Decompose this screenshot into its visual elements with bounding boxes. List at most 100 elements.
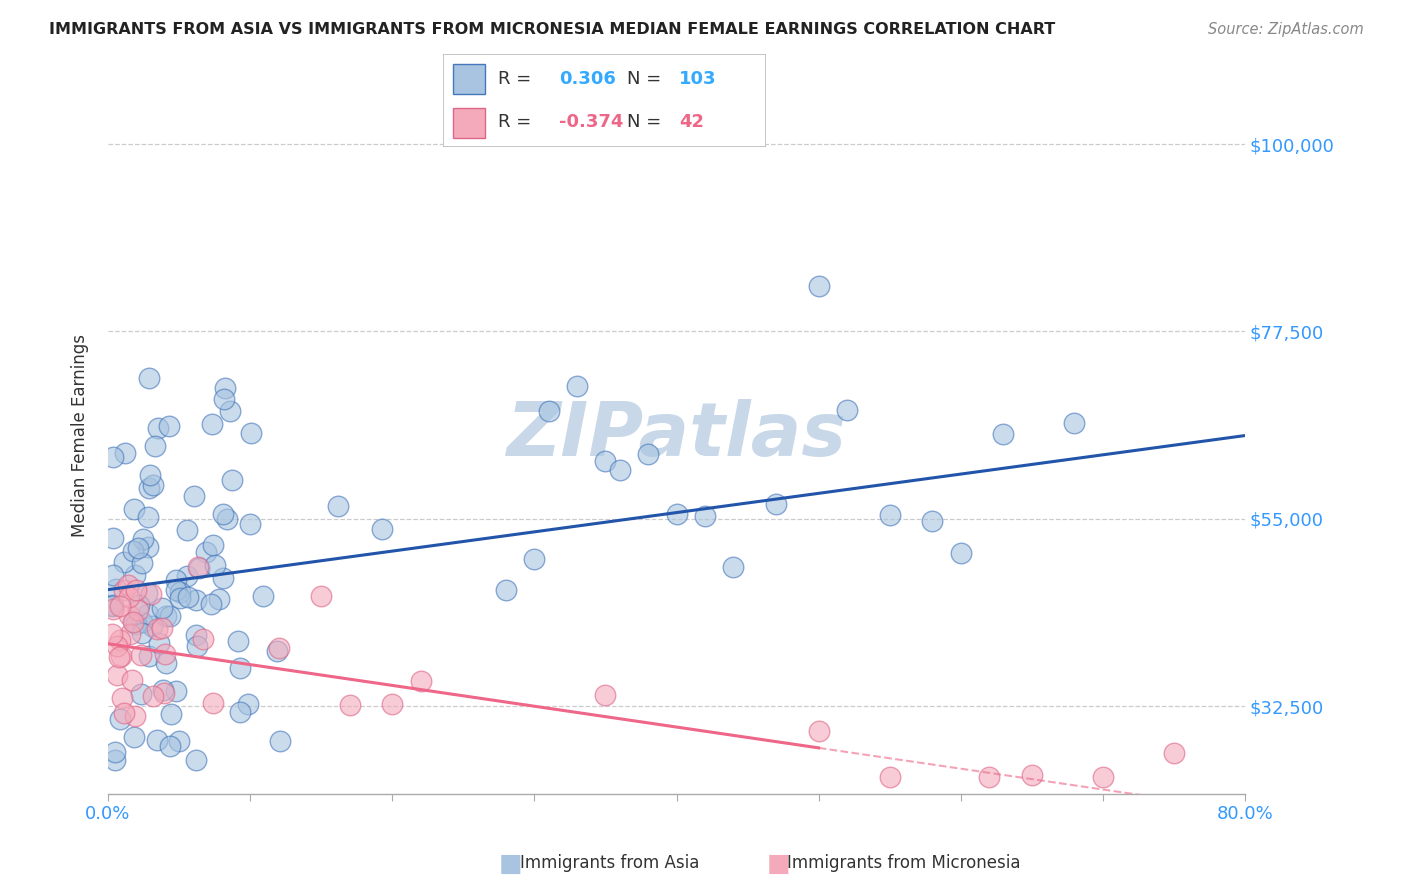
- Point: [121, 673, 143, 687]
- Point: [104, 753, 127, 767]
- Point: [108, 649, 131, 664]
- Point: [142, 689, 165, 703]
- Point: [131, 626, 153, 640]
- Text: R =: R =: [498, 70, 531, 87]
- Point: [201, 538, 224, 552]
- Point: [176, 569, 198, 583]
- Point: [229, 661, 252, 675]
- Point: [145, 732, 167, 747]
- Point: [169, 585, 191, 599]
- Bar: [453, 108, 485, 138]
- Point: [269, 734, 291, 748]
- Point: [128, 598, 150, 612]
- Point: [136, 540, 159, 554]
- Point: [138, 371, 160, 385]
- Point: [979, 770, 1001, 784]
- Point: [122, 615, 145, 629]
- Point: [131, 557, 153, 571]
- Point: [118, 626, 141, 640]
- Point: [202, 696, 225, 710]
- Point: [879, 508, 901, 522]
- Point: [152, 683, 174, 698]
- Text: IMMIGRANTS FROM ASIA VS IMMIGRANTS FROM MICRONESIA MEDIAN FEMALE EARNINGS CORREL: IMMIGRANTS FROM ASIA VS IMMIGRANTS FROM …: [49, 22, 1056, 37]
- Text: Source: ZipAtlas.com: Source: ZipAtlas.com: [1208, 22, 1364, 37]
- Point: [112, 706, 135, 721]
- Text: 42: 42: [679, 113, 704, 131]
- Point: [212, 571, 235, 585]
- Y-axis label: Median Female Earnings: Median Female Earnings: [72, 334, 89, 537]
- Point: [112, 582, 135, 597]
- Point: [110, 599, 132, 613]
- Point: [139, 467, 162, 482]
- Point: [159, 609, 181, 624]
- Point: [723, 559, 745, 574]
- Point: [114, 446, 136, 460]
- Point: [105, 639, 128, 653]
- Point: [135, 586, 157, 600]
- Point: [101, 627, 124, 641]
- Point: [141, 587, 163, 601]
- Point: [169, 591, 191, 605]
- Point: [110, 648, 132, 663]
- Point: [807, 279, 830, 293]
- Point: [226, 634, 249, 648]
- Point: [239, 425, 262, 440]
- Point: [212, 507, 235, 521]
- Point: [138, 649, 160, 664]
- Point: [117, 578, 139, 592]
- Point: [236, 697, 259, 711]
- Point: [111, 691, 134, 706]
- Point: [537, 404, 560, 418]
- Point: [221, 473, 243, 487]
- Point: [136, 509, 159, 524]
- Point: [495, 582, 517, 597]
- Point: [309, 589, 332, 603]
- Point: [167, 733, 190, 747]
- Point: [523, 552, 546, 566]
- Point: [103, 598, 125, 612]
- Point: [118, 608, 141, 623]
- Point: [326, 500, 349, 514]
- Point: [165, 574, 187, 588]
- Point: [108, 713, 131, 727]
- Point: [165, 582, 187, 597]
- Point: [104, 582, 127, 596]
- Point: [381, 698, 404, 712]
- Point: [339, 698, 361, 712]
- Point: [1063, 416, 1085, 430]
- Point: [101, 599, 124, 613]
- Point: [266, 644, 288, 658]
- Point: [145, 622, 167, 636]
- Point: [1163, 746, 1185, 760]
- Text: -0.374: -0.374: [560, 113, 624, 131]
- Point: [949, 546, 972, 560]
- Text: 103: 103: [679, 70, 717, 87]
- Point: [665, 507, 688, 521]
- Point: [176, 523, 198, 537]
- Point: [693, 508, 716, 523]
- Point: [127, 603, 149, 617]
- Point: [124, 582, 146, 597]
- Point: [212, 392, 235, 406]
- Point: [131, 688, 153, 702]
- Point: [142, 478, 165, 492]
- Point: [108, 633, 131, 648]
- Point: [127, 541, 149, 555]
- Point: [148, 636, 170, 650]
- Text: ZIPatlas: ZIPatlas: [506, 399, 846, 472]
- Point: [219, 404, 242, 418]
- Point: [187, 560, 209, 574]
- Point: [122, 615, 145, 630]
- Point: [807, 724, 830, 739]
- Point: [165, 683, 187, 698]
- Point: [371, 522, 394, 536]
- Point: [204, 558, 226, 573]
- Point: [105, 667, 128, 681]
- Text: R =: R =: [498, 113, 531, 131]
- Point: [595, 688, 617, 702]
- Point: [122, 502, 145, 516]
- Text: ■: ■: [766, 852, 790, 875]
- Point: [122, 544, 145, 558]
- Point: [122, 731, 145, 745]
- Text: N =: N =: [627, 70, 661, 87]
